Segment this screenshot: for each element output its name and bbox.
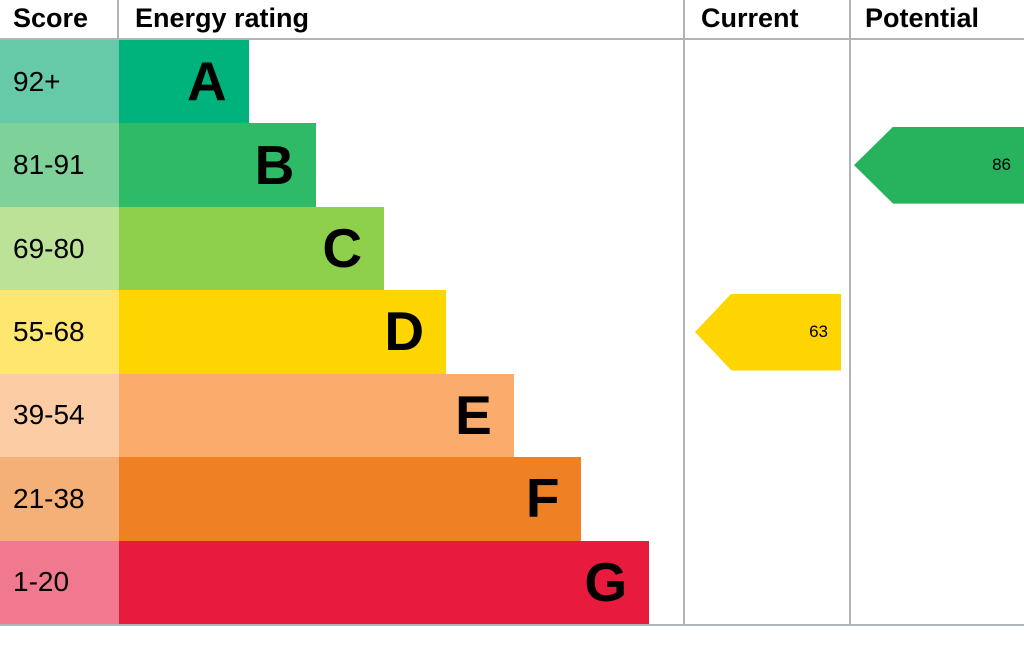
- band-row-c: 69-80 C: [0, 206, 683, 291]
- potential-column: 86: [849, 40, 1024, 624]
- current-column: 63: [683, 40, 849, 624]
- score-range-cell: 55-68: [0, 290, 119, 374]
- column-header-current: Current: [683, 0, 849, 38]
- band-letter: F: [525, 467, 560, 530]
- bar-track: E: [119, 373, 683, 458]
- bar-track: C: [119, 206, 683, 291]
- potential-rating-arrow: 86: [854, 126, 1024, 204]
- column-header-potential: Potential: [849, 0, 1024, 38]
- chart-body: 92+ A 81-91 B 69-80: [0, 40, 1024, 626]
- rating-bands: 92+ A 81-91 B 69-80: [0, 40, 683, 624]
- score-range-cell: 21-38: [0, 457, 119, 541]
- band-letter: A: [186, 50, 227, 113]
- band-row-e: 39-54 E: [0, 373, 683, 458]
- band-letter: C: [322, 217, 363, 280]
- table-header: Score Energy rating Current Potential: [0, 0, 1024, 40]
- rating-bar-f: F: [119, 457, 582, 541]
- rating-bar-a: A: [119, 40, 249, 124]
- band-row-a: 92+ A: [0, 40, 683, 124]
- band-row-b: 81-91 B: [0, 123, 683, 207]
- bar-track: G: [119, 540, 683, 624]
- score-range-cell: 39-54: [0, 373, 119, 458]
- rating-bar-b: B: [119, 123, 317, 207]
- current-rating-arrow: 63: [695, 293, 841, 371]
- rating-bar-e: E: [119, 373, 514, 458]
- rating-bar-d: D: [119, 290, 447, 374]
- band-row-f: 21-38 F: [0, 457, 683, 541]
- band-letter: G: [584, 550, 628, 613]
- column-header-score: Score: [0, 0, 119, 38]
- rating-bar-g: G: [119, 540, 650, 624]
- bar-track: A: [119, 40, 683, 124]
- column-header-energy-rating: Energy rating: [135, 3, 310, 33]
- band-letter: D: [384, 300, 425, 363]
- bar-track: D: [119, 290, 683, 374]
- current-value: 63: [809, 322, 828, 341]
- band-row-d: 55-68 D: [0, 290, 683, 374]
- footer-spacer: [0, 626, 1024, 664]
- potential-value: 86: [992, 155, 1011, 175]
- score-range-cell: 81-91: [0, 123, 119, 207]
- band-row-g: 1-20 G: [0, 540, 683, 624]
- bar-track: B: [119, 123, 683, 207]
- score-range-cell: 92+: [0, 40, 119, 124]
- band-letter: E: [455, 383, 492, 446]
- score-range-cell: 69-80: [0, 206, 119, 291]
- bar-track: F: [119, 457, 683, 541]
- rating-bar-c: C: [119, 206, 385, 291]
- score-range-cell: 1-20: [0, 540, 119, 624]
- band-letter: B: [254, 133, 295, 196]
